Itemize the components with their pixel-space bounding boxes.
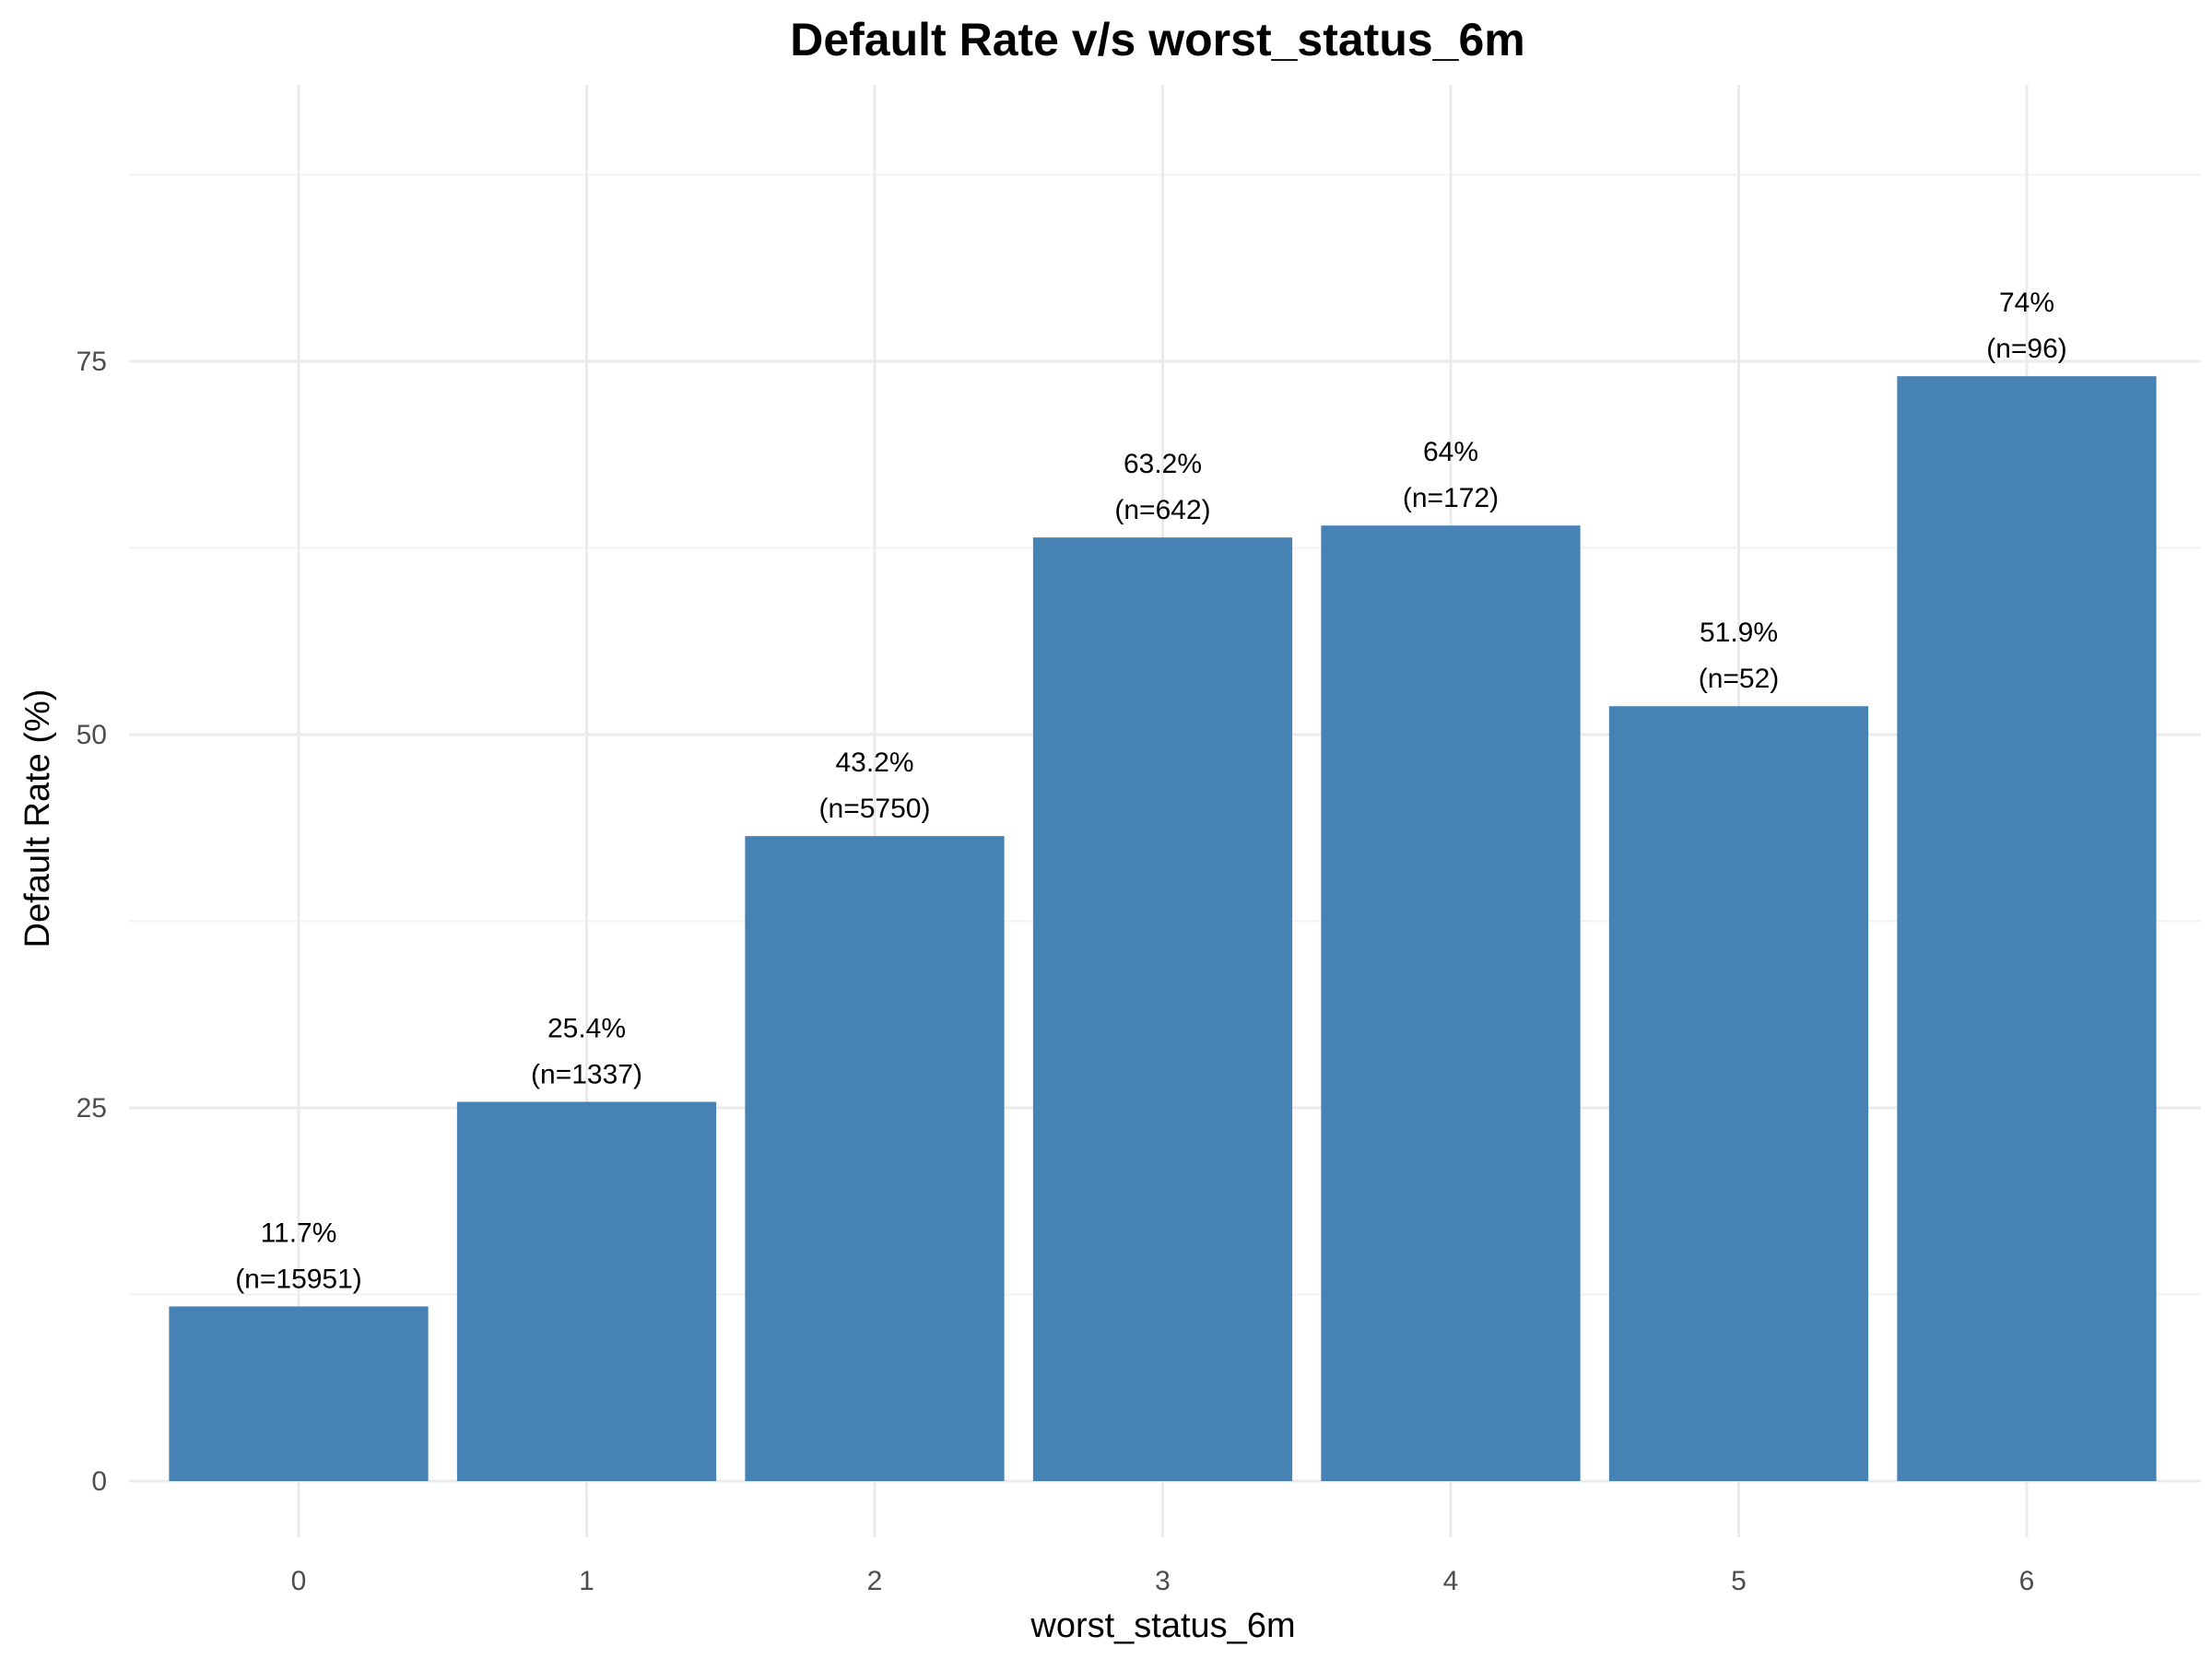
x-axis-ticks: 0 1 2 3 4 5 6: [291, 1566, 2035, 1596]
y-tick-label: 50: [76, 720, 107, 750]
x-tick-label: 1: [579, 1566, 594, 1596]
x-tick-label: 0: [291, 1566, 307, 1596]
bar: [1321, 525, 1581, 1482]
bar: [1897, 376, 2157, 1482]
data-label-value: 43.2%: [835, 747, 913, 778]
bar: [169, 1306, 429, 1481]
data-label-value: 51.9%: [1700, 618, 1778, 648]
data-label-value: 63.2%: [1124, 449, 1202, 479]
data-label-count: (n=1337): [531, 1060, 642, 1090]
bar: [1032, 537, 1293, 1481]
y-axis-ticks: 0 25 50 75: [76, 347, 107, 1497]
data-label-value: 74%: [1999, 288, 2054, 318]
bar: [745, 836, 1005, 1481]
data-label-value: 25.4%: [547, 1014, 626, 1044]
x-tick-label: 3: [1155, 1566, 1171, 1596]
bar: [456, 1101, 717, 1481]
x-tick-label: 2: [867, 1566, 883, 1596]
data-label-count: (n=5750): [819, 794, 931, 824]
data-label-count: (n=172): [1403, 483, 1499, 513]
bar: [1608, 706, 1869, 1481]
data-label-value: 64%: [1423, 437, 1478, 467]
x-tick-label: 5: [1731, 1566, 1747, 1596]
data-label-count: (n=15951): [235, 1264, 362, 1294]
y-tick-label: 25: [76, 1093, 107, 1124]
x-tick-label: 6: [2019, 1566, 2035, 1596]
bars: [169, 376, 2157, 1482]
x-axis-title: worst_status_6m: [1030, 1606, 1295, 1645]
y-tick-label: 75: [76, 347, 107, 377]
data-label-count: (n=96): [1986, 334, 2067, 364]
data-label-value: 11.7%: [261, 1218, 337, 1248]
chart-title: Default Rate v/s worst_status_6m: [790, 14, 1525, 65]
x-tick-label: 4: [1443, 1566, 1459, 1596]
data-label-count: (n=52): [1699, 664, 1780, 694]
y-axis-title: Default Rate (%): [18, 689, 57, 948]
data-label-count: (n=642): [1114, 495, 1210, 525]
y-tick-label: 0: [91, 1466, 107, 1497]
data-labels: 11.7% (n=15951) 25.4% (n=1337) 43.2% (n=5750)…: [235, 288, 2067, 1294]
